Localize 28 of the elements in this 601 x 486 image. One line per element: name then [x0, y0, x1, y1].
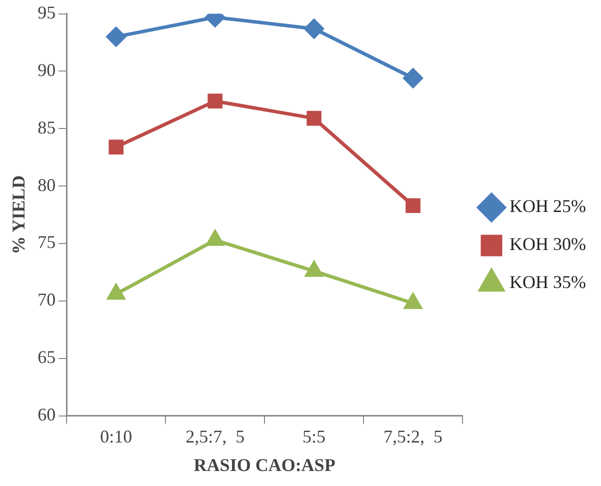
x-tick-label: 2,5:7, 5 — [186, 426, 245, 446]
x-tick-label: 7,5:2, 5 — [384, 426, 443, 446]
y-tick-label: 60 — [38, 404, 56, 425]
point — [206, 230, 224, 246]
point — [107, 284, 125, 300]
point — [304, 18, 324, 38]
y-tick-label: 75 — [38, 232, 56, 252]
point — [306, 110, 322, 126]
x-tick-label: 0:10 — [100, 426, 132, 446]
y-tick-label: 65 — [38, 347, 56, 368]
legend-label: KOH 25% — [510, 196, 586, 216]
point — [403, 68, 423, 88]
point — [108, 140, 124, 154]
y-tick-label: 95 — [38, 2, 56, 23]
y-tick-label: 90 — [38, 60, 56, 80]
y-tick-label: 80 — [38, 174, 56, 195]
x-axis-title: RASIO CAO:ASP — [194, 454, 336, 475]
y-tick-label: 70 — [38, 290, 56, 310]
x-tick-label: 5:5 — [302, 426, 326, 446]
point — [404, 293, 422, 309]
point — [406, 198, 420, 214]
point — [305, 261, 323, 277]
y-axis-title: % YIELD — [8, 175, 28, 254]
legend-label: KOH 35% — [510, 272, 586, 292]
point — [208, 94, 222, 108]
legend-label: KOH 30% — [510, 234, 586, 254]
point — [106, 27, 126, 47]
y-tick-label: 85 — [38, 117, 56, 138]
